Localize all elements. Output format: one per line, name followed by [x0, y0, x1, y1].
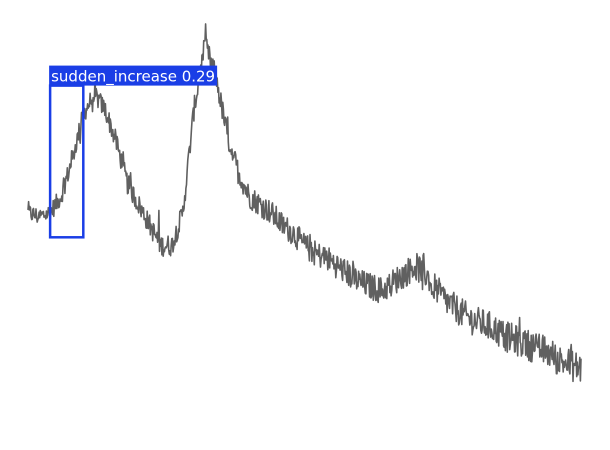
detection-label-background: [49, 65, 218, 86]
series-line: [27, 23, 582, 383]
series-layer: [27, 23, 582, 383]
detection-box: [48, 84, 85, 239]
detection-label: sudden_increase 0.29: [51, 68, 215, 87]
detection-layer: sudden_increase 0.29: [48, 65, 218, 239]
